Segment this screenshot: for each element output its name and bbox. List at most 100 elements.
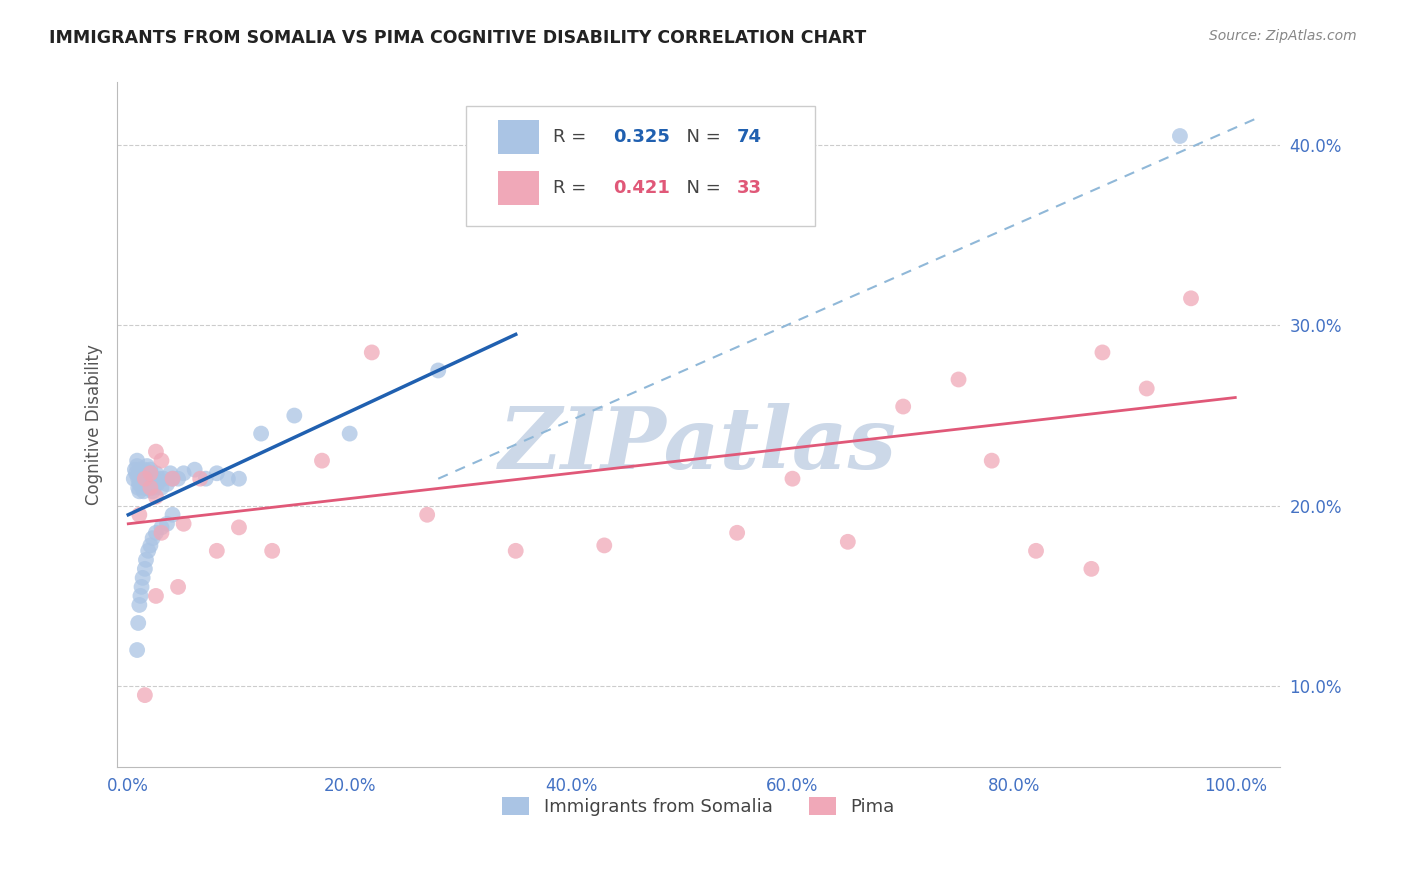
Point [725, 525, 748, 540]
Point [1180, 291, 1202, 305]
Text: N =: N = [675, 128, 727, 145]
Text: 33: 33 [737, 179, 762, 197]
Point [1080, 562, 1102, 576]
Point [145, 589, 167, 603]
Point [127, 643, 149, 657]
Point [131, 481, 153, 495]
Point [127, 453, 149, 467]
Point [167, 580, 190, 594]
Point [124, 463, 146, 477]
Point [136, 481, 159, 495]
Point [141, 481, 163, 495]
Point [136, 467, 159, 481]
Point [173, 516, 195, 531]
Point [128, 467, 150, 481]
Bar [499, 171, 538, 205]
Point [127, 472, 149, 486]
Point [145, 490, 167, 504]
Point [339, 426, 361, 441]
Text: R =: R = [553, 128, 592, 145]
FancyBboxPatch shape [465, 106, 814, 226]
Point [145, 525, 167, 540]
Point [205, 467, 228, 481]
Point [148, 472, 170, 486]
Point [131, 580, 153, 594]
Point [134, 472, 156, 486]
Point [891, 400, 914, 414]
Y-axis label: Cognitive Disability: Cognitive Disability [86, 344, 103, 505]
Point [156, 477, 179, 491]
Point [134, 562, 156, 576]
Point [139, 467, 162, 481]
Point [131, 467, 153, 481]
Point [139, 467, 162, 481]
Point [167, 472, 190, 486]
Point [283, 409, 305, 423]
Text: R =: R = [553, 179, 592, 197]
Point [1025, 544, 1047, 558]
Point [162, 472, 184, 486]
Point [127, 458, 149, 473]
Point [135, 553, 157, 567]
Text: 0.421: 0.421 [613, 179, 671, 197]
Point [150, 481, 173, 495]
Point [135, 472, 157, 486]
Point [416, 508, 439, 522]
Point [134, 472, 156, 486]
Point [143, 472, 166, 486]
Point [142, 472, 165, 486]
Point [128, 477, 150, 491]
Point [360, 345, 382, 359]
Point [217, 472, 239, 486]
Point [145, 467, 167, 481]
Point [128, 508, 150, 522]
Point [150, 453, 173, 467]
Text: 74: 74 [737, 128, 762, 145]
Point [228, 472, 250, 486]
Point [138, 477, 160, 491]
Point [136, 458, 159, 473]
Point [129, 472, 152, 486]
Point [173, 467, 195, 481]
Point [262, 544, 284, 558]
Point [1091, 345, 1114, 359]
Text: Source: ZipAtlas.com: Source: ZipAtlas.com [1209, 29, 1357, 43]
Point [142, 484, 165, 499]
Point [250, 426, 273, 441]
Text: 0.325: 0.325 [613, 128, 671, 145]
Point [136, 544, 159, 558]
Point [122, 472, 145, 486]
Point [139, 538, 162, 552]
Point [139, 481, 162, 495]
Point [205, 544, 228, 558]
Point [1136, 382, 1159, 396]
Point [131, 477, 153, 491]
Point [1168, 128, 1191, 143]
Point [152, 472, 174, 486]
Point [132, 477, 155, 491]
Legend: Immigrants from Somalia, Pima: Immigrants from Somalia, Pima [495, 789, 901, 823]
Point [142, 477, 165, 491]
Point [134, 688, 156, 702]
Bar [499, 120, 538, 153]
Point [134, 467, 156, 481]
Point [150, 525, 173, 540]
Text: N =: N = [675, 179, 727, 197]
Point [134, 463, 156, 477]
Point [162, 508, 184, 522]
Point [141, 472, 163, 486]
Point [837, 534, 859, 549]
Point [782, 472, 804, 486]
Point [128, 598, 150, 612]
Point [136, 472, 159, 486]
Point [311, 453, 333, 467]
Point [156, 516, 179, 531]
Point [188, 472, 211, 486]
Point [593, 538, 616, 552]
Point [228, 520, 250, 534]
Point [980, 453, 1002, 467]
Point [127, 615, 149, 630]
Point [139, 463, 162, 477]
Point [146, 477, 169, 491]
Point [948, 372, 970, 386]
